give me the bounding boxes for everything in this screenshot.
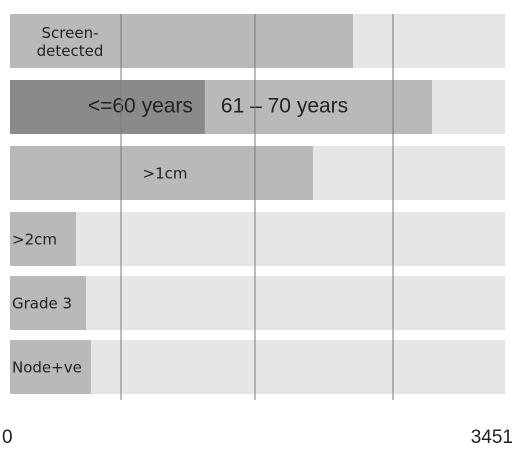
bar-track — [10, 276, 505, 330]
segment-label: 61 – 70 years — [221, 95, 348, 118]
bar-label: Screen-detected — [37, 24, 104, 60]
bar — [10, 340, 92, 394]
bar-label: >2cm — [12, 231, 57, 249]
bar-label: >1cm — [143, 165, 188, 183]
bar — [10, 212, 76, 266]
segment-label: <=60 years — [88, 95, 193, 118]
x-tick-label: 0 — [2, 427, 13, 448]
bar-segment — [204, 80, 432, 134]
bar-track — [10, 340, 505, 394]
bar-label: Node+ve — [12, 359, 82, 377]
x-tick-label: 3451 — [471, 427, 513, 448]
bar-segment — [10, 80, 205, 134]
bar-label: Grade 3 — [12, 295, 72, 313]
bar — [10, 14, 353, 68]
bar-track — [10, 212, 505, 266]
bar — [10, 146, 313, 200]
bar — [10, 276, 87, 330]
